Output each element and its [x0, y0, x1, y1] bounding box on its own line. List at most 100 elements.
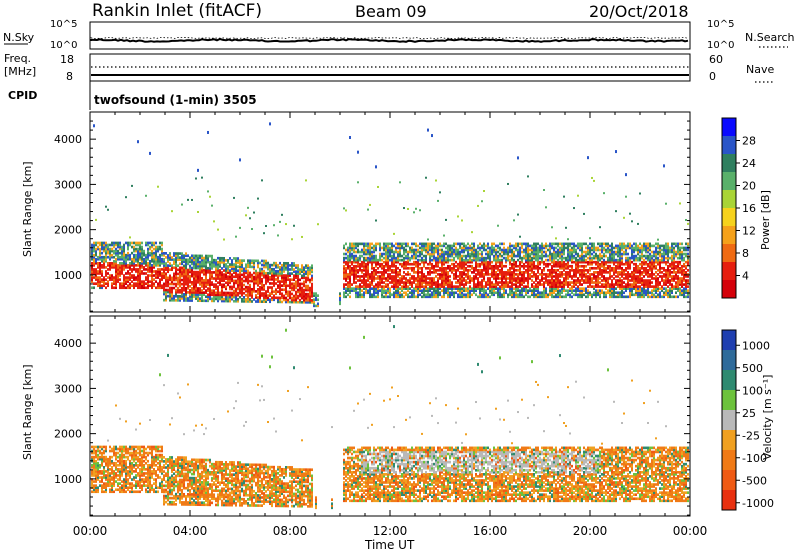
- heatmap-cell: [531, 248, 533, 252]
- heatmap-cell: [359, 250, 361, 254]
- heatmap-cell: [395, 277, 397, 280]
- heatmap-cell: [521, 250, 523, 254]
- heatmap-cell: [603, 269, 605, 272]
- heatmap-cell: [369, 244, 371, 248]
- heatmap-cell: [571, 277, 573, 280]
- heatmap-cell: [463, 285, 465, 288]
- heatmap-cell: [93, 270, 95, 273]
- heatmap-cell: [133, 262, 135, 265]
- heatmap-cell: [525, 254, 527, 258]
- heatmap-cell: [595, 248, 597, 252]
- heatmap-cell: [507, 285, 509, 288]
- heatmap-cell: [149, 284, 151, 288]
- heatmap-cell: [191, 299, 193, 302]
- heatmap-cell: [139, 243, 141, 247]
- heatmap-cell: [197, 293, 199, 296]
- heatmap-cell: [245, 293, 247, 297]
- heatmap-cell: [589, 269, 591, 272]
- heatmap-cell: [347, 258, 349, 262]
- heatmap-cell: [457, 281, 459, 284]
- heatmap-cell: [565, 273, 567, 276]
- heatmap-cell: [497, 266, 499, 270]
- heatmap-cell: [571, 295, 573, 299]
- heatmap-cell: [95, 241, 97, 245]
- heatmap-cell: [267, 263, 269, 267]
- heatmap-cell: [525, 277, 527, 280]
- heatmap-cell: [249, 283, 251, 287]
- heatmap-cell: [617, 275, 619, 278]
- heatmap-cell: [513, 258, 515, 262]
- heatmap-cell: [225, 291, 227, 295]
- heatmap-cell: [621, 248, 623, 252]
- heatmap-cell: [523, 273, 525, 276]
- heatmap-cell: [415, 207, 417, 210]
- heatmap-cell: [639, 293, 641, 297]
- heatmap-cell: [459, 260, 461, 264]
- heatmap-cell: [551, 285, 553, 288]
- heatmap-cell: [377, 289, 379, 293]
- heatmap-cell: [619, 250, 621, 254]
- heatmap-cell: [591, 281, 593, 284]
- heatmap-cell: [605, 254, 607, 258]
- heatmap-cell: [197, 297, 199, 300]
- heatmap-cell: [535, 252, 537, 256]
- heatmap-cell: [491, 260, 493, 264]
- heatmap-cell: [213, 283, 215, 286]
- heatmap-cell: [195, 274, 197, 278]
- heatmap-cell: [151, 264, 153, 267]
- heatmap-cell: [135, 259, 137, 263]
- heatmap-cell: [103, 245, 105, 249]
- heatmap-cell: [389, 293, 391, 297]
- heatmap-cell: [185, 297, 187, 300]
- heatmap-cell: [211, 256, 213, 260]
- heatmap-cell: [393, 264, 395, 268]
- heatmap-cell: [417, 273, 419, 276]
- heatmap-cell: [115, 259, 117, 263]
- heatmap-cell: [227, 277, 229, 281]
- heatmap-cell: [391, 244, 393, 248]
- heatmap-cell: [573, 260, 575, 264]
- heatmap-cell: [123, 262, 125, 265]
- heatmap-cell: [241, 273, 243, 277]
- heatmap-cell: [253, 271, 255, 275]
- heatmap-cell: [531, 260, 533, 264]
- heatmap-cell: [533, 250, 535, 254]
- heatmap-cell: [387, 287, 389, 290]
- heatmap-cell: [101, 278, 103, 281]
- heatmap-cell: [221, 297, 223, 301]
- heatmap-cell: [635, 285, 637, 288]
- heatmap-cell: [185, 280, 187, 284]
- heatmap-cell: [261, 267, 263, 271]
- heatmap-cell: [373, 273, 375, 276]
- heatmap-cell: [263, 288, 265, 291]
- heatmap-cell: [589, 246, 591, 250]
- heatmap-cell: [461, 258, 463, 262]
- heatmap-cell: [165, 266, 167, 269]
- heatmap-cell: [413, 279, 415, 282]
- heatmap-cell: [493, 250, 495, 254]
- heatmap-cell: [311, 268, 313, 272]
- heatmap-cell: [501, 277, 503, 280]
- heatmap-cell: [505, 289, 507, 293]
- heatmap-cell: [187, 276, 189, 280]
- heatmap-cell: [567, 281, 569, 284]
- heatmap-cell: [581, 287, 583, 290]
- heatmap-cell: [475, 250, 477, 254]
- heatmap-cell: [591, 273, 593, 276]
- heatmap-cell: [613, 283, 615, 286]
- heatmap-cell: [255, 281, 257, 285]
- heatmap-cell: [601, 248, 603, 252]
- heatmap-cell: [493, 256, 495, 260]
- heatmap-cell: [415, 287, 417, 290]
- heatmap-cell: [603, 252, 605, 256]
- heatmap-cell: [609, 295, 611, 299]
- nsearch-tick-bottom: 10^0: [707, 40, 734, 51]
- heatmap-cell: [553, 285, 555, 288]
- heatmap-cell: [465, 269, 467, 272]
- heatmap-cell: [127, 266, 129, 269]
- heatmap-cell: [491, 289, 493, 293]
- heatmap-cell: [343, 275, 345, 278]
- heatmap-cell: [607, 256, 609, 260]
- heatmap-cell: [443, 244, 445, 248]
- heatmap-cell: [417, 283, 419, 286]
